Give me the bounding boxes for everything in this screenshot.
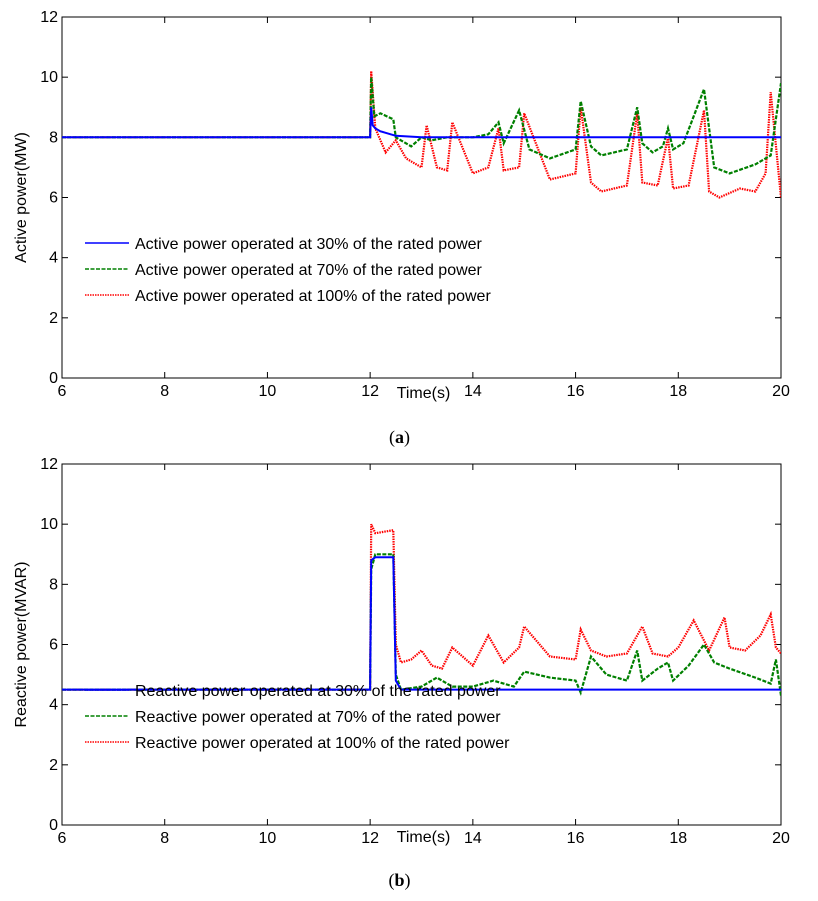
y-tick-label: 12 [40, 456, 58, 473]
x-tick-label: 10 [259, 383, 277, 400]
series-line-1 [62, 107, 781, 139]
x-tick-label: 12 [361, 830, 379, 847]
y-tick-label: 12 [40, 9, 58, 26]
caption-close-paren: ) [405, 870, 411, 891]
panel-a: 6 8 10 12 14 16 18 20 0 2 4 6 8 10 12 Time(s) Active pow… [13, 9, 790, 448]
y-tick-label: 2 [49, 757, 58, 774]
x-axis-label: Time(s) [397, 385, 451, 402]
caption-close-paren: ) [404, 427, 410, 448]
y-tick-label: 8 [49, 576, 58, 593]
panel-caption: (a) [389, 427, 410, 448]
legend-entry-label: Active power operated at 100% of the rat… [135, 288, 491, 305]
legend-entry-label: Active power operated at 70% of the rate… [135, 262, 483, 279]
caption-open-paren: ( [388, 870, 394, 891]
x-tick-label: 18 [669, 830, 687, 847]
x-tick-label: 18 [669, 383, 687, 400]
x-axis-label: Time(s) [397, 829, 451, 846]
y-tick-label: 0 [49, 370, 58, 387]
series-line-3 [62, 71, 781, 199]
plot-area-frame [61, 463, 782, 826]
x-tick-label: 16 [567, 383, 585, 400]
panel-b: 6 8 10 12 14 16 18 20 0 2 4 6 8 10 12 Time(s) Reactive p… [13, 456, 790, 891]
x-tick-label: 16 [567, 830, 585, 847]
caption-letter: b [394, 870, 404, 890]
plot-area-frame [61, 16, 782, 379]
y-tick-label: 4 [49, 697, 58, 714]
panel-caption: (b) [388, 870, 410, 891]
y-tick-label: 6 [49, 190, 58, 207]
series-line-1 [62, 556, 781, 691]
legend-entry-label: Reactive power operated at 100% of the r… [135, 735, 510, 752]
x-tick-label: 12 [361, 383, 379, 400]
x-tick-label: 8 [160, 383, 169, 400]
y-tick-label: 4 [49, 250, 58, 267]
y-tick-label: 0 [49, 817, 58, 834]
series-line-2 [62, 553, 781, 696]
x-tick-label: 6 [58, 830, 67, 847]
series-line-2 [62, 77, 781, 175]
x-tick-label: 20 [772, 830, 790, 847]
y-axis-label: Reactive power(MVAR) [13, 562, 30, 728]
legend-entry-label: Active power operated at 30% of the rate… [135, 236, 483, 253]
x-tick-label: 14 [464, 383, 482, 400]
x-tick-label: 14 [464, 830, 482, 847]
y-tick-label: 6 [49, 637, 58, 654]
caption-open-paren: ( [389, 427, 395, 448]
x-tick-label: 8 [160, 830, 169, 847]
y-tick-label: 10 [40, 516, 58, 533]
y-axis-label: Active power(MW) [13, 132, 30, 263]
x-tick-label: 6 [58, 383, 67, 400]
x-tick-label: 20 [772, 383, 790, 400]
y-tick-label: 10 [40, 69, 58, 86]
x-tick-label: 10 [259, 830, 277, 847]
caption-letter: a [395, 427, 404, 447]
y-tick-label: 8 [49, 129, 58, 146]
legend-entry-label: Reactive power operated at 30% of the ra… [135, 683, 501, 700]
y-tick-label: 2 [49, 310, 58, 327]
legend-entry-label: Reactive power operated at 70% of the ra… [135, 709, 501, 726]
